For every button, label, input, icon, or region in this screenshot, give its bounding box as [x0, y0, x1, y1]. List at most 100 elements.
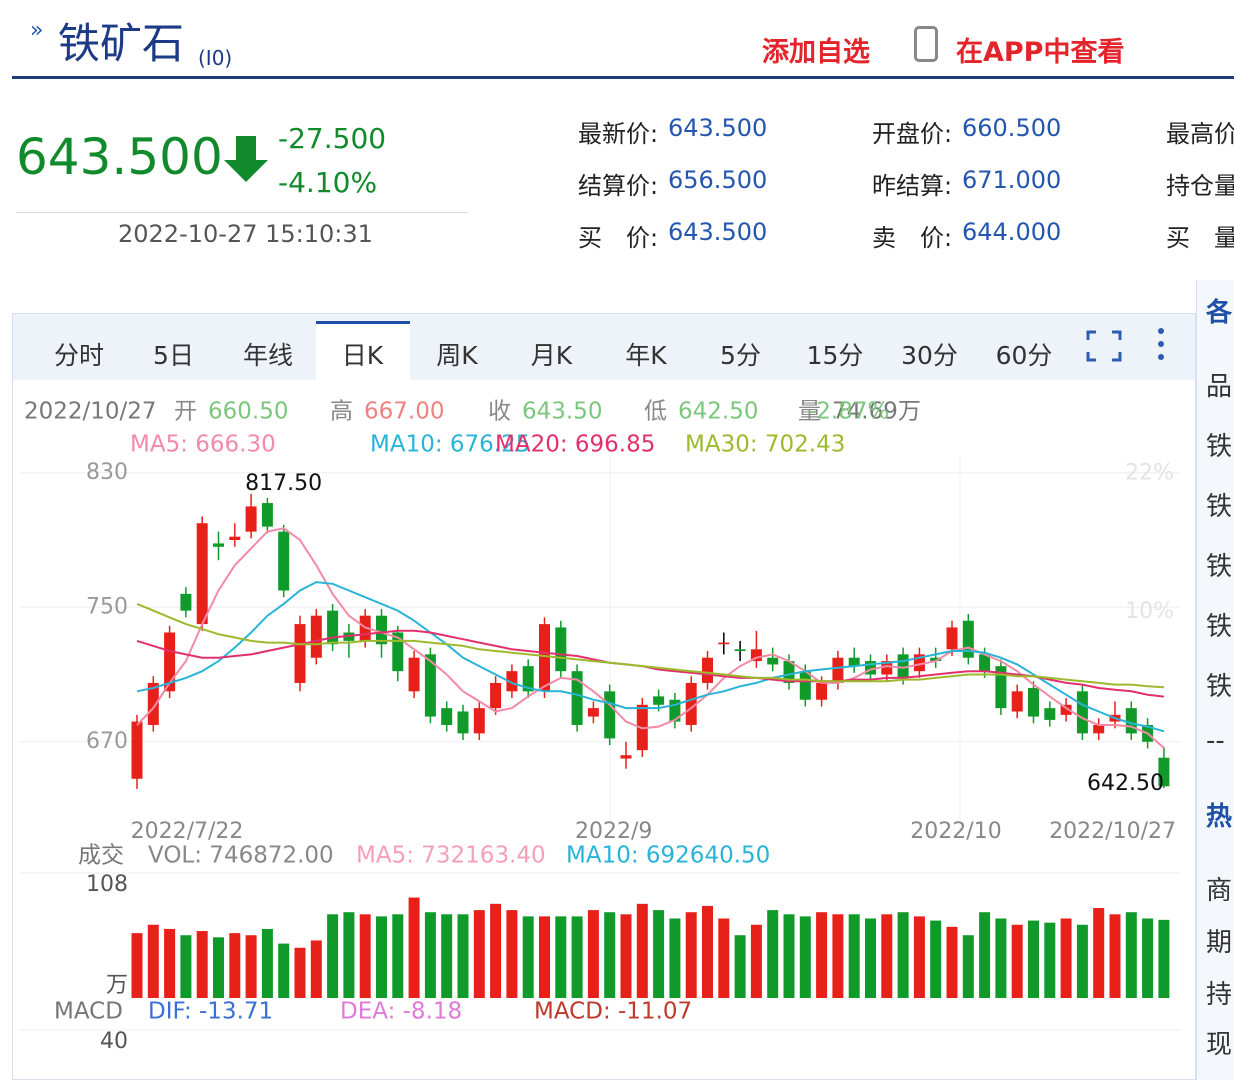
sidebar-item: 热 [1206, 802, 1233, 832]
candle-body [718, 642, 730, 645]
candle-body [832, 657, 844, 683]
volume-bar [506, 910, 518, 998]
info-value: 642.50 [678, 399, 758, 425]
candle-body [180, 593, 192, 611]
volume-bar [457, 914, 469, 998]
candle-body [930, 657, 942, 662]
info-key: 量 [798, 399, 821, 425]
time: 2022-10-27 15:10:31 [118, 220, 373, 248]
tab[interactable]: 5日 [153, 341, 194, 370]
field-label: 持仓量 [1166, 172, 1234, 200]
tab[interactable]: 分时 [53, 341, 104, 370]
volume-bar [636, 903, 648, 998]
field-label: 卖 价: [872, 224, 953, 252]
tab[interactable]: 年线 [242, 341, 293, 370]
candle-body [653, 696, 665, 705]
candle-body [1044, 708, 1056, 720]
volume-bar [962, 935, 974, 998]
add-button[interactable]: 添加自选 [762, 37, 870, 68]
price: 643.500 [16, 128, 223, 186]
tab[interactable]: 日K [341, 341, 384, 370]
candle-body [408, 657, 420, 692]
volume-bar [294, 947, 306, 998]
volume-bar [604, 912, 616, 998]
candle-body [457, 711, 469, 734]
info-value: 660.50 [208, 399, 288, 425]
tab[interactable]: 60分 [995, 341, 1053, 370]
y2-tick-label: 22% [1125, 460, 1174, 485]
tab[interactable]: 15分 [806, 341, 864, 370]
volume-bar [1011, 924, 1023, 998]
candle-body [164, 632, 176, 692]
volume-bar [327, 914, 339, 998]
sidebar-item: 铁 [1206, 432, 1233, 462]
volume-bar [164, 928, 176, 998]
field-label: 最新价: [578, 120, 659, 148]
volume-bar [522, 916, 534, 998]
volume-bar [213, 937, 224, 998]
tab[interactable]: 周K [436, 341, 478, 370]
candle-body [196, 523, 208, 625]
candle-body [1093, 724, 1105, 734]
volume-bar [913, 916, 925, 998]
volume-bar [278, 943, 290, 998]
sidebar-item: 期 [1206, 928, 1233, 958]
sidebar-item: 铁 [1206, 672, 1233, 702]
candle-body [539, 624, 550, 692]
volume-bar [571, 916, 583, 998]
sidebar-item: 品 [1206, 372, 1233, 402]
candle-body [816, 682, 828, 700]
volume-bar [669, 918, 681, 998]
divider [16, 212, 468, 213]
annotation: 642.50 [1087, 771, 1164, 796]
more-icon[interactable] [1154, 326, 1168, 362]
tab[interactable]: 月K [530, 341, 573, 370]
sidebar-item: -- [1206, 726, 1225, 756]
info-value: 667.00 [364, 399, 444, 425]
x-tick-label: 2022/9 [575, 819, 652, 844]
candle-body [620, 755, 632, 759]
candle-body [897, 654, 909, 678]
field-value: 643.500 [668, 218, 768, 246]
volume-bar [310, 940, 322, 998]
volume-bar [930, 920, 942, 998]
bullet: » [30, 18, 44, 43]
candle-body [1158, 757, 1170, 787]
volume-bar [897, 912, 909, 998]
volume-bar [1142, 918, 1154, 998]
title: 铁矿石 [58, 19, 185, 68]
candle-body [702, 657, 713, 683]
candle-body [865, 661, 876, 675]
y-tick-label: 670 [86, 729, 128, 754]
info-value: 74.69万 [832, 399, 921, 425]
tab[interactable]: 5分 [720, 341, 761, 370]
volume-bar [1044, 922, 1056, 998]
field-label: 买 量 [1166, 224, 1234, 252]
volume-bar [767, 910, 779, 998]
header-line [12, 76, 1234, 79]
tab[interactable]: 30分 [901, 341, 958, 370]
legend-entry: MA5: 666.30 [130, 432, 276, 458]
volume-bar [441, 914, 453, 998]
volume-bar [685, 912, 697, 998]
candle-body [1060, 704, 1072, 715]
volume-bar [1028, 920, 1039, 998]
tab[interactable]: 年K [625, 341, 667, 370]
info-key: 高 [330, 399, 353, 425]
legend-entry: MA10: 676.25 [370, 432, 530, 458]
legend-entry: MA20: 696.85 [495, 432, 655, 458]
app-button[interactable]: 在APP中查看 [956, 37, 1125, 68]
candle-body [669, 699, 681, 722]
fullscreen-icon[interactable] [1086, 330, 1122, 362]
candle-body [261, 503, 273, 527]
volume-bar [1093, 908, 1105, 998]
volume-bar [131, 933, 143, 998]
volume-bar [392, 914, 404, 998]
candle-body [506, 671, 518, 692]
candle-body [604, 691, 616, 739]
volume-bar [750, 924, 762, 998]
info-key: 开 [174, 399, 197, 425]
volume-bar [376, 916, 387, 998]
volume-bar [1076, 924, 1088, 998]
